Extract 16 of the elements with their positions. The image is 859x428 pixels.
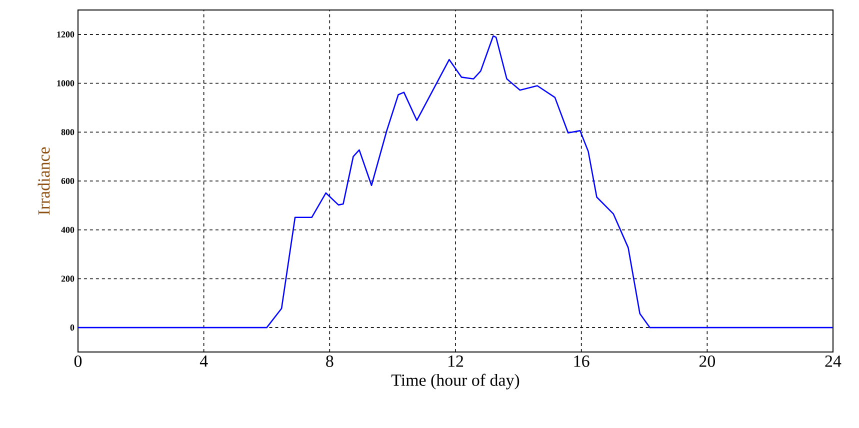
x-tick-label: 16 xyxy=(574,356,590,367)
x-tick-label: 0 xyxy=(74,356,82,367)
y-tick-label: 1000 xyxy=(57,80,74,86)
y-tick-label: 800 xyxy=(61,129,74,136)
y-tick-label: 600 xyxy=(61,178,74,184)
y-tick-label: 200 xyxy=(61,276,74,282)
y-tick-label: 400 xyxy=(61,226,74,233)
x-tick-label: 20 xyxy=(699,356,715,367)
y-tick-label: 0 xyxy=(70,324,74,331)
y-tick-label: 1200 xyxy=(57,31,74,38)
x-tick-label: 12 xyxy=(448,356,464,367)
x-tick-label: 4 xyxy=(200,356,208,367)
x-axis-title: Time (hour of day) xyxy=(391,374,520,390)
y-axis-title: Irradiance xyxy=(38,147,50,215)
x-tick-label: 24 xyxy=(825,356,842,367)
x-tick-label: 8 xyxy=(326,356,334,367)
